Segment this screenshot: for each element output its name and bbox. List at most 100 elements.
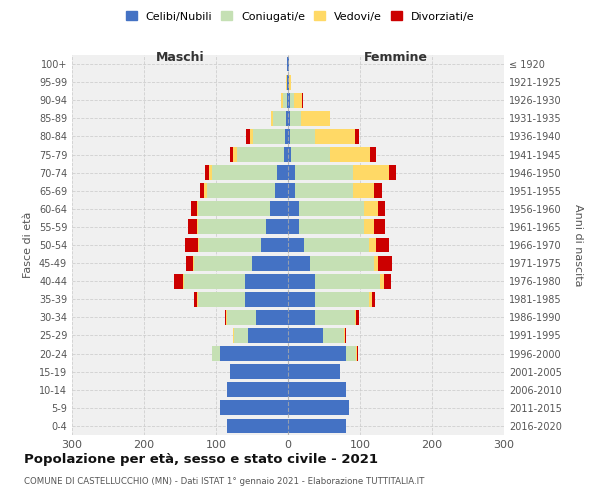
Bar <box>288 274 316 288</box>
Bar <box>266 220 288 234</box>
Bar <box>368 238 376 252</box>
Bar <box>198 202 270 216</box>
Bar <box>186 256 193 270</box>
Bar <box>252 256 288 270</box>
Bar <box>287 56 288 72</box>
Bar <box>371 292 375 306</box>
Bar <box>331 147 370 162</box>
Bar <box>302 93 303 108</box>
Bar <box>288 238 304 252</box>
Bar <box>287 74 288 90</box>
Bar <box>288 111 290 126</box>
Bar <box>198 238 199 252</box>
Bar <box>288 328 323 343</box>
Bar <box>286 111 288 126</box>
Bar <box>288 147 291 162</box>
Bar <box>357 346 358 361</box>
Bar <box>188 220 197 234</box>
Bar <box>344 328 345 343</box>
Bar <box>191 202 197 216</box>
Bar <box>227 382 288 397</box>
Bar <box>270 202 288 216</box>
Text: COMUNE DI CASTELLUCCHIO (MN) - Dati ISTAT 1° gennaio 2021 - Elaborazione TUTTITA: COMUNE DI CASTELLUCCHIO (MN) - Dati ISTA… <box>24 478 424 486</box>
Bar <box>301 111 330 126</box>
Bar <box>198 220 266 234</box>
Bar <box>246 129 250 144</box>
Text: Popolazione per età, sesso e stato civile - 2021: Popolazione per età, sesso e stato civil… <box>24 452 378 466</box>
Bar <box>212 165 277 180</box>
Bar <box>353 184 374 198</box>
Bar <box>288 256 310 270</box>
Bar <box>230 147 233 162</box>
Bar <box>288 220 299 234</box>
Bar <box>281 93 283 108</box>
Bar <box>184 274 245 288</box>
Bar <box>346 346 356 361</box>
Bar <box>356 310 359 325</box>
Bar <box>248 328 288 343</box>
Bar <box>295 184 353 198</box>
Bar <box>286 74 287 90</box>
Bar <box>288 74 289 90</box>
Bar <box>194 292 197 306</box>
Bar <box>289 74 291 90</box>
Bar <box>230 364 288 379</box>
Bar <box>245 274 288 288</box>
Bar <box>227 418 288 434</box>
Bar <box>288 310 316 325</box>
Bar <box>220 346 288 361</box>
Bar <box>288 184 295 198</box>
Bar <box>197 202 198 216</box>
Bar <box>288 165 295 180</box>
Text: Femmine: Femmine <box>364 52 428 64</box>
Bar <box>200 184 204 198</box>
Bar <box>284 147 288 162</box>
Bar <box>374 220 385 234</box>
Bar <box>310 256 374 270</box>
Bar <box>185 238 198 252</box>
Bar <box>198 292 245 306</box>
Bar <box>294 93 302 108</box>
Bar <box>233 147 237 162</box>
Bar <box>316 310 355 325</box>
Bar <box>323 328 344 343</box>
Bar <box>378 256 392 270</box>
Bar <box>378 202 385 216</box>
Bar <box>183 274 184 288</box>
Bar <box>226 310 227 325</box>
Bar <box>234 328 248 343</box>
Bar <box>288 56 289 72</box>
Bar <box>330 111 331 126</box>
Bar <box>384 274 391 288</box>
Bar <box>209 165 212 180</box>
Bar <box>205 165 209 180</box>
Bar <box>288 400 349 415</box>
Bar <box>250 129 253 144</box>
Bar <box>174 274 183 288</box>
Y-axis label: Anni di nascita: Anni di nascita <box>573 204 583 286</box>
Bar <box>288 93 290 108</box>
Bar <box>370 292 371 306</box>
Bar <box>245 292 288 306</box>
Bar <box>345 328 346 343</box>
Bar <box>220 400 288 415</box>
Bar <box>275 184 288 198</box>
Bar <box>256 310 288 325</box>
Bar <box>355 310 356 325</box>
Bar <box>380 274 384 288</box>
Bar <box>194 256 252 270</box>
Bar <box>290 129 316 144</box>
Bar <box>374 256 378 270</box>
Bar <box>356 346 357 361</box>
Bar <box>287 93 288 108</box>
Bar <box>370 147 376 162</box>
Bar <box>283 93 287 108</box>
Bar <box>197 220 198 234</box>
Bar <box>364 202 378 216</box>
Bar <box>355 129 359 144</box>
Bar <box>227 310 256 325</box>
Bar <box>364 220 374 234</box>
Bar <box>299 202 364 216</box>
Bar <box>288 292 316 306</box>
Bar <box>206 184 275 198</box>
